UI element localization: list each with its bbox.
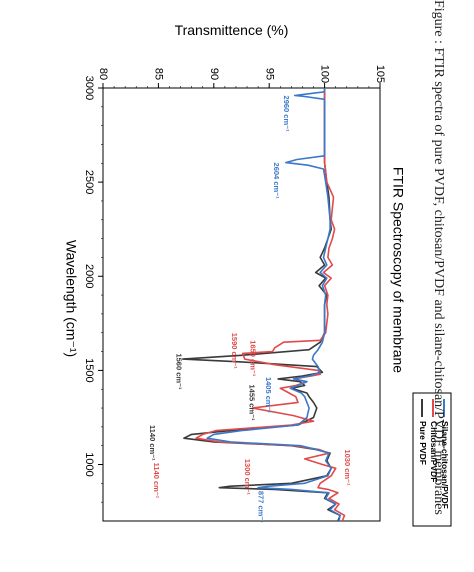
plot-frame bbox=[102, 87, 381, 522]
x-tick-label: 1500 bbox=[83, 358, 95, 382]
peak-annotation: 1560 cm⁻¹ bbox=[174, 353, 183, 390]
x-tick-label: 2500 bbox=[83, 170, 95, 194]
x-tick-label: 2000 bbox=[83, 264, 95, 288]
peak-annotation: 2960 cm⁻¹ bbox=[282, 96, 291, 133]
y-tick-label: 95 bbox=[263, 68, 275, 80]
x-tick-label: 3000 bbox=[83, 76, 95, 100]
legend-label-1: Pure PVDF bbox=[418, 421, 428, 465]
peak-annotation: 1140 cm⁻¹ bbox=[152, 463, 161, 499]
legend-label-3: Silane-chitosan/PVDF bbox=[440, 421, 450, 509]
y-tick-label: 100 bbox=[319, 65, 331, 83]
y-tick-label: 80 bbox=[97, 68, 109, 80]
x-axis-label: Wavelength (cm⁻¹) bbox=[63, 240, 79, 357]
y-tick-label: 105 bbox=[374, 65, 386, 83]
peak-annotation: 1030 cm⁻¹ bbox=[343, 449, 352, 486]
plot-area: 80 85 90 95 100 105 3000 2500 2000 1500 1000 Transm… bbox=[63, 22, 452, 527]
peak-annotation: 1650 cm⁻¹ bbox=[249, 340, 258, 377]
series-line-3 bbox=[206, 88, 341, 522]
y-axis-label: Transmittence (%) bbox=[175, 22, 289, 38]
figure-caption: Figure : FTIR spectra of pure PVDF, chit… bbox=[431, 0, 446, 515]
peak-annotation: 1405 cm⁻¹ bbox=[264, 377, 273, 414]
legend-label-2: Chitosan/PVDF bbox=[429, 421, 439, 482]
peak-annotation: 1140 cm⁻¹ bbox=[148, 425, 157, 461]
peak-annotation: 2604 cm⁻¹ bbox=[272, 163, 281, 200]
peak-annotation: 1590 cm⁻¹ bbox=[230, 333, 239, 370]
series-line-2 bbox=[195, 88, 346, 522]
y-tick-label: 90 bbox=[208, 68, 220, 80]
peak-annotation: 1300 cm⁻¹ bbox=[243, 459, 252, 496]
y-tick-label: 85 bbox=[152, 68, 164, 80]
x-tick-label: 1000 bbox=[83, 452, 95, 476]
peak-annotation: 877 cm⁻¹ bbox=[256, 491, 265, 523]
peak-annotation: 1455 cm⁻¹ bbox=[247, 385, 256, 422]
chart-title: FTIR Spectroscopy of membrane bbox=[390, 167, 406, 373]
